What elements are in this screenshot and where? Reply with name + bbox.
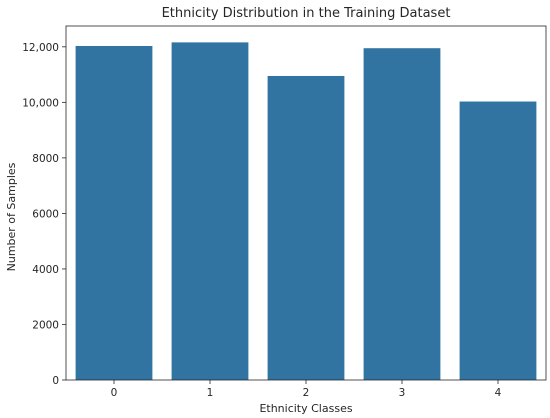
chart-title: Ethnicity Distribution in the Training D…: [162, 6, 451, 21]
x-tick-label: 2: [303, 387, 310, 399]
y-tick-label: 4000: [32, 264, 59, 276]
bar: [267, 75, 345, 380]
plot-area: 0 2000 4000 6000 8000 10,000 12,000 0 1 2 3 4: [22, 25, 547, 399]
y-tick-label: 6000: [32, 208, 59, 220]
plot-frame: [65, 25, 547, 381]
x-tick-label: 1: [207, 387, 214, 399]
y-tick-label: 10,000: [22, 97, 59, 109]
x-axis-label: Ethnicity Classes: [259, 402, 352, 415]
y-tick-label: 12,000: [22, 42, 59, 54]
x-tick-label: 3: [399, 387, 406, 399]
bar: [171, 42, 249, 381]
x-tick-label: 4: [495, 387, 502, 399]
y-tick-label: 8000: [32, 153, 59, 165]
y-axis-label: Number of Samples: [5, 162, 18, 271]
bar: [459, 101, 537, 381]
bar: [363, 48, 441, 381]
x-tick-label: 0: [111, 387, 118, 399]
y-tick-label: 0: [52, 375, 59, 387]
bar: [75, 45, 153, 380]
y-tick-label: 2000: [32, 319, 59, 331]
